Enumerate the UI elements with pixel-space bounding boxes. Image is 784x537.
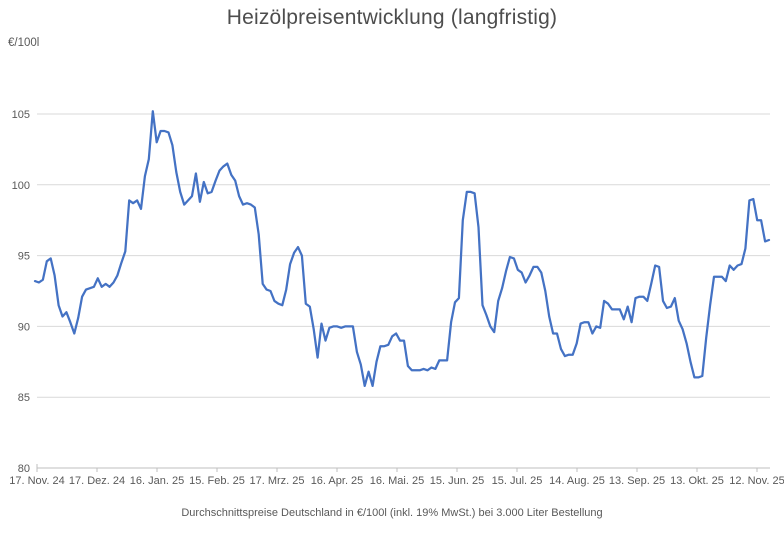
x-tick-label: 15. Jul. 25 [492, 475, 543, 487]
x-tick-label: 16. Jan. 25 [130, 475, 184, 487]
y-tick-label: 80 [18, 463, 30, 475]
x-tick-label: 17. Mrz. 25 [249, 475, 304, 487]
x-tick-label: 16. Apr. 25 [311, 475, 364, 487]
x-tick-label: 15. Feb. 25 [189, 475, 245, 487]
axis-tick-labels: 80 85 90 95 100 105 17. Nov. 24 17. Dez. 24 16. … [9, 109, 784, 487]
footer-caption: Durchschnittspreise Deutschland in €/100… [181, 507, 603, 519]
x-tick-label: 17. Nov. 24 [9, 475, 64, 487]
x-tick-label: 12. Nov. 25 [729, 475, 784, 487]
x-tick-label: 13. Okt. 25 [670, 475, 724, 487]
y-tick-label: 100 [12, 180, 30, 192]
x-tick-label: 16. Mai. 25 [370, 475, 424, 487]
y-tick-label: 85 [18, 392, 30, 404]
x-tick-label: 15. Jun. 25 [430, 475, 484, 487]
y-tick-label: 105 [12, 109, 30, 121]
x-tick-label: 14. Aug. 25 [549, 475, 605, 487]
x-tick-label: 13. Sep. 25 [609, 475, 665, 487]
x-tick-label: 17. Dez. 24 [69, 475, 125, 487]
y-tick-label: 95 [18, 251, 30, 263]
gridlines [37, 113, 770, 398]
chart-title: Heizölpreisentwicklung (langfristig) [226, 6, 558, 29]
price-line-series [33, 110, 771, 388]
y-tick-label: 90 [18, 321, 30, 333]
y-axis-unit-label: €/100l [8, 37, 40, 49]
